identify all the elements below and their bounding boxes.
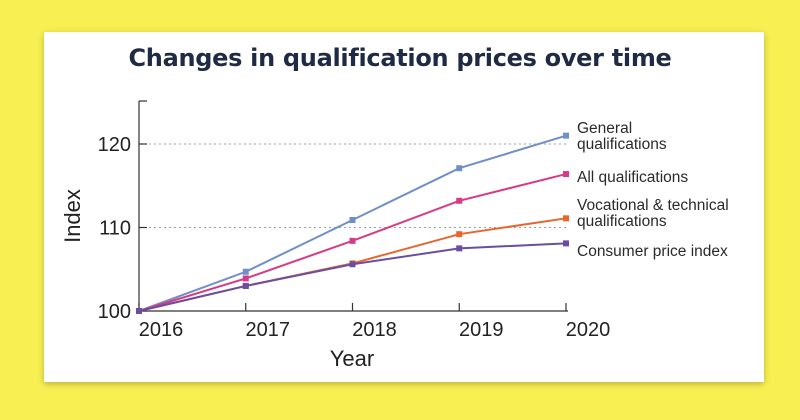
series-label: qualifications [577, 213, 667, 230]
data-point [563, 215, 569, 222]
series-label: General [577, 120, 632, 137]
data-point [349, 261, 356, 268]
chart-card [44, 32, 764, 382]
y-tick-label: 110 [99, 218, 131, 240]
series-label: Consumer price index [577, 243, 728, 260]
y-tick-label: 120 [98, 134, 131, 156]
data-point [456, 197, 463, 204]
data-point [242, 268, 249, 275]
x-tick-label: 2020 [566, 319, 611, 341]
y-tick-label: 100 [98, 301, 131, 323]
data-point [563, 132, 569, 139]
series-label: qualifications [577, 136, 667, 153]
data-point [136, 308, 142, 314]
y-axis-label: Index [60, 189, 85, 243]
series-line [138, 134, 567, 312]
series-label: All qualifications [577, 169, 688, 186]
axes: 100 110 120 2016 2017 2018 2019 2020 [98, 100, 611, 341]
x-tick-label: 2017 [246, 319, 291, 341]
data-point [563, 171, 569, 178]
series-layer [136, 132, 569, 314]
series-line [138, 242, 567, 312]
x-tick-label: 2019 [459, 319, 504, 341]
data-point [349, 237, 356, 244]
data-point [563, 240, 569, 247]
data-point [456, 231, 463, 238]
data-point [456, 165, 463, 172]
x-tick-label: 2016 [139, 319, 184, 341]
x-tick-label: 2018 [352, 319, 397, 341]
x-axis-label: Year [330, 346, 374, 371]
data-point [242, 282, 249, 289]
series-label: Vocational & technical [577, 197, 729, 214]
grid-lines [139, 143, 568, 228]
data-point [242, 275, 249, 282]
data-point [456, 245, 463, 252]
data-point [349, 216, 356, 223]
chart-title: Changes in qualification prices over tim… [128, 44, 672, 72]
